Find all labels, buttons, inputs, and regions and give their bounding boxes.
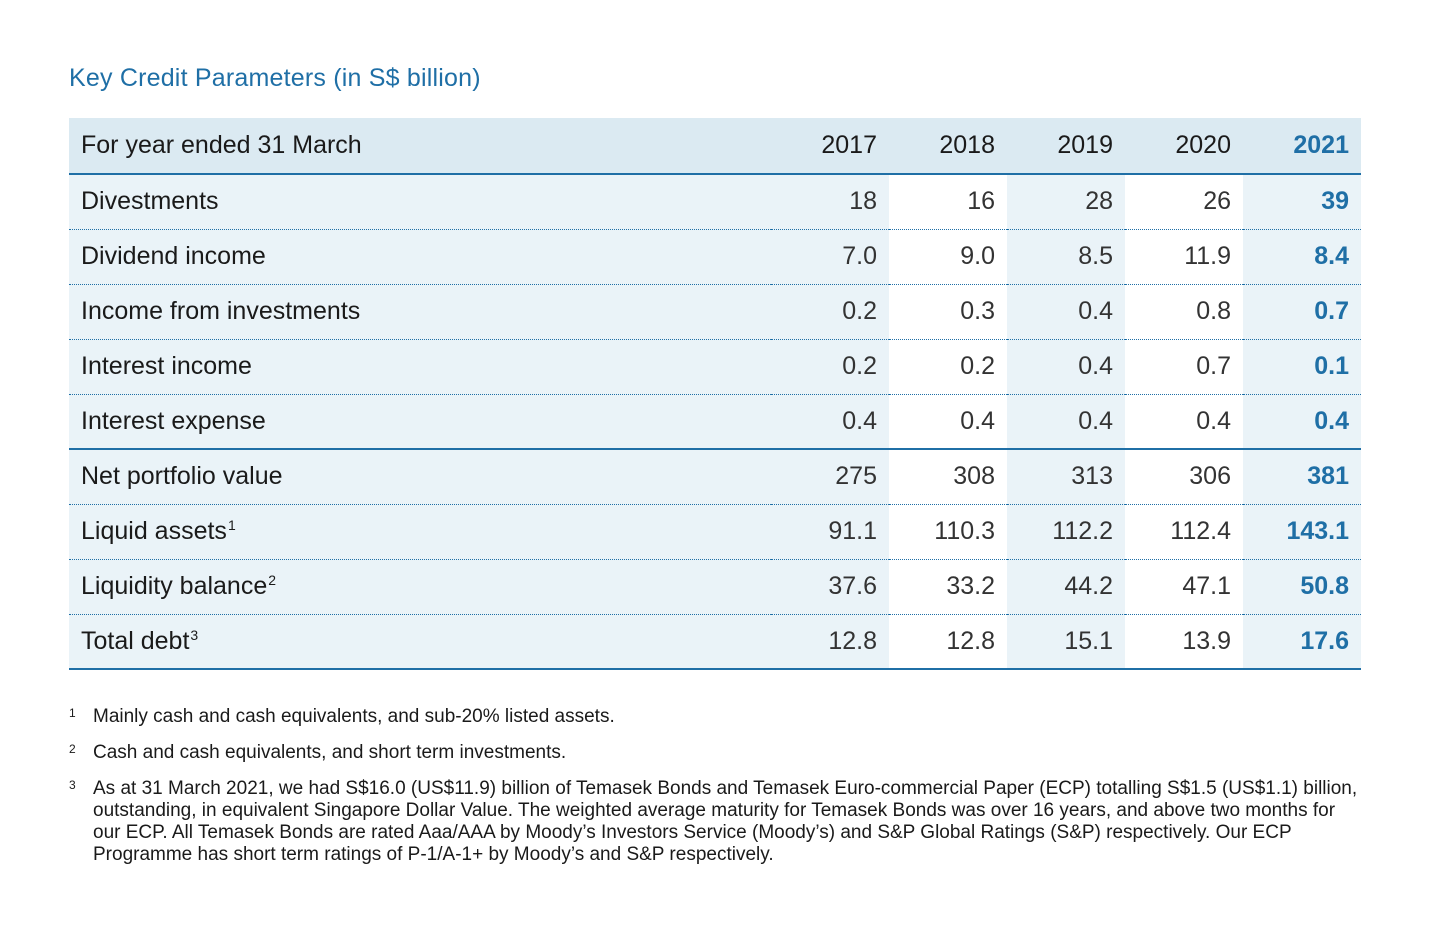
cell-2017: 37.6 [771,559,889,615]
footnote-text: As at 31 March 2021, we had S$16.0 (US$1… [93,778,1358,865]
table-header-row: For year ended 31 March 2017 2018 2019 2… [69,118,1361,175]
cell-2021: 8.4 [1243,229,1361,285]
row-label: Income from investments [69,284,771,340]
cell-2021: 17.6 [1243,614,1361,670]
cell-2019: 8.5 [1007,229,1125,285]
row-label: Liquidity balance2 [69,559,771,615]
table-row: Divestments 18 16 28 26 39 [69,174,1361,230]
table-row: Liquidity balance2 37.6 33.2 44.2 47.1 50.8 [69,559,1361,615]
cell-2018: 308 [889,449,1007,505]
cell-2020: 26 [1125,174,1243,230]
table-row: Net portfolio value 275 308 313 306 381 [69,449,1361,505]
cell-2017: 0.2 [771,339,889,395]
cell-2020: 13.9 [1125,614,1243,670]
header-year-2017: 2017 [771,118,889,175]
cell-2021: 0.4 [1243,394,1361,450]
row-label-text: Income from investments [81,297,361,325]
row-label: Liquid assets1 [69,504,771,560]
header-year-2019: 2019 [1007,118,1125,175]
row-label: Total debt3 [69,614,771,670]
row-label-text: Liquid assets [81,517,227,545]
table-row: Income from investments 0.2 0.3 0.4 0.8 0.7 [69,284,1361,340]
cell-2019: 112.2 [1007,504,1125,560]
cell-2017: 12.8 [771,614,889,670]
cell-2019: 44.2 [1007,559,1125,615]
cell-2017: 0.4 [771,394,889,450]
header-year-2020: 2020 [1125,118,1243,175]
credit-parameters-table: For year ended 31 March 2017 2018 2019 2… [69,118,1361,670]
footnote-text: Cash and cash equivalents, and short ter… [93,742,567,763]
cell-2018: 110.3 [889,504,1007,560]
cell-2021: 0.7 [1243,284,1361,340]
header-year-2021: 2021 [1243,118,1361,175]
cell-2018: 0.3 [889,284,1007,340]
cell-2019: 0.4 [1007,339,1125,395]
cell-2017: 91.1 [771,504,889,560]
cell-2021: 39 [1243,174,1361,230]
footnote-1: 1 Mainly cash and cash equivalents, and s… [69,706,1359,728]
cell-2018: 16 [889,174,1007,230]
footnote-mark: 3 [69,778,76,792]
cell-2020: 112.4 [1125,504,1243,560]
table-row: Total debt3 12.8 12.8 15.1 13.9 17.6 [69,614,1361,670]
row-label-text: Total debt [81,626,190,655]
row-label-text: Interest income [81,352,252,380]
cell-2021: 0.1 [1243,339,1361,395]
footnote-ref: 1 [227,517,236,533]
cell-2021: 50.8 [1243,559,1361,615]
cell-2020: 47.1 [1125,559,1243,615]
row-label: Dividend income [69,229,771,285]
row-label: Net portfolio value [69,449,771,505]
row-label: Interest expense [69,394,771,450]
row-label-text: Liquidity balance [81,572,268,600]
row-label: Interest income [69,339,771,395]
table-row: Interest expense 0.4 0.4 0.4 0.4 0.4 [69,394,1361,450]
row-label-text: Dividend income [81,242,266,270]
table-row: Interest income 0.2 0.2 0.4 0.7 0.1 [69,339,1361,395]
footnote-ref: 2 [268,572,277,588]
cell-2021: 143.1 [1243,504,1361,560]
row-label-text: Interest expense [81,406,266,435]
footnote-ref: 3 [190,626,199,643]
footnote-mark: 1 [69,706,76,720]
cell-2017: 7.0 [771,229,889,285]
row-label-text: Net portfolio value [81,462,283,491]
footnote-text: Mainly cash and cash equivalents, and su… [93,706,615,727]
cell-2019: 15.1 [1007,614,1125,670]
cell-2021: 381 [1243,449,1361,505]
cell-2019: 28 [1007,174,1125,230]
footnote-3: 3 As at 31 March 2021, we had S$16.0 (US$… [69,778,1359,866]
cell-2018: 9.0 [889,229,1007,285]
header-label: For year ended 31 March [69,118,771,175]
header-year-2018: 2018 [889,118,1007,175]
cell-2020: 0.8 [1125,284,1243,340]
cell-2019: 313 [1007,449,1125,505]
cell-2019: 0.4 [1007,394,1125,450]
footnote-2: 2 Cash and cash equivalents, and short te… [69,742,1359,764]
cell-2018: 0.2 [889,339,1007,395]
footnote-mark: 2 [69,742,76,756]
table-row: Liquid assets1 91.1 110.3 112.2 112.4 143.1 [69,504,1361,560]
cell-2020: 0.4 [1125,394,1243,450]
footnotes: 1 Mainly cash and cash equivalents, and s… [69,706,1359,880]
row-label-text: Divestments [81,187,219,216]
page-title: Key Credit Parameters (in S$ billion) [69,64,481,92]
cell-2017: 275 [771,449,889,505]
cell-2020: 11.9 [1125,229,1243,285]
cell-2018: 0.4 [889,394,1007,450]
cell-2020: 0.7 [1125,339,1243,395]
cell-2018: 33.2 [889,559,1007,615]
cell-2020: 306 [1125,449,1243,505]
cell-2018: 12.8 [889,614,1007,670]
cell-2019: 0.4 [1007,284,1125,340]
cell-2017: 18 [771,174,889,230]
cell-2017: 0.2 [771,284,889,340]
row-label: Divestments [69,174,771,230]
table-row: Dividend income 7.0 9.0 8.5 11.9 8.4 [69,229,1361,285]
